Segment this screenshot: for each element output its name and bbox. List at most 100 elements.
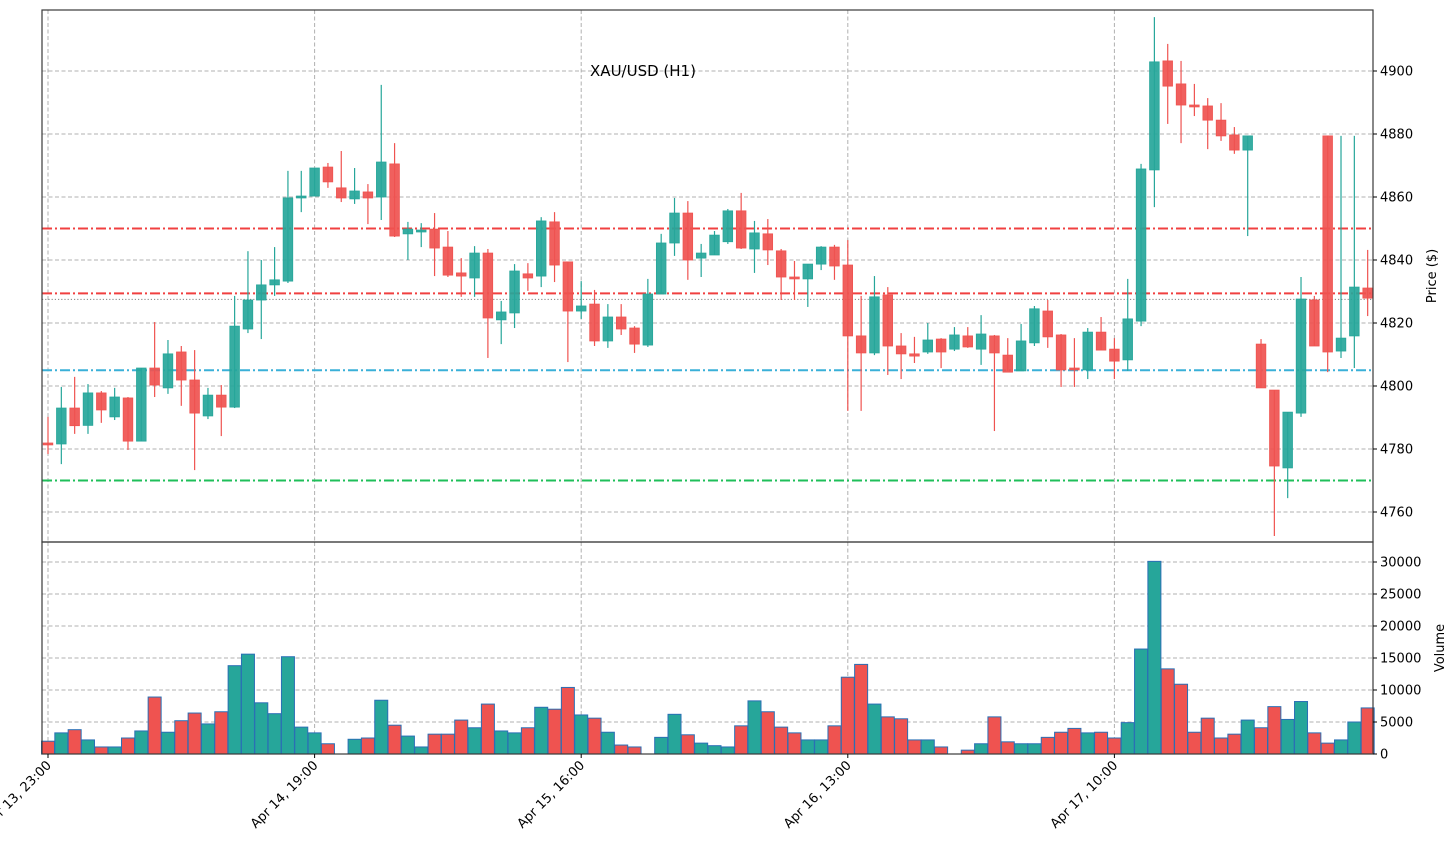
candle-body (402, 228, 414, 235)
time-tick-label: Apr 14, 19:00 (248, 758, 321, 831)
candle-body (149, 367, 160, 386)
price-tick-label: 4800 (1380, 380, 1413, 395)
candle-body (1002, 354, 1013, 373)
volume-tick-label: 5000 (1380, 716, 1413, 731)
candle-bearish (522, 263, 534, 291)
candle-body (309, 167, 320, 197)
candle-body (362, 191, 374, 199)
candle-body (1082, 331, 1093, 371)
candle-body (549, 221, 560, 266)
volume-bar (67, 729, 82, 755)
volume-bar (214, 711, 229, 755)
volume-bar (787, 732, 802, 755)
candle-bullish (709, 231, 720, 256)
candle-body (695, 252, 707, 259)
volume-bar (494, 730, 509, 755)
candle-body (922, 339, 933, 353)
candle-body (855, 335, 867, 354)
candle-bullish (536, 217, 547, 288)
candle-bullish (229, 295, 240, 409)
candle-body (1349, 286, 1360, 337)
candle-bearish (442, 231, 454, 278)
candle-bearish (1109, 338, 1120, 380)
candle-bearish (429, 213, 440, 277)
volume-bar (227, 665, 242, 755)
candle-bullish (109, 387, 120, 421)
volume-bar (1254, 727, 1269, 755)
volume-bar (547, 708, 562, 755)
volume-bar (1307, 732, 1322, 755)
volume-bar (840, 676, 855, 755)
volume-bar (534, 706, 549, 755)
volume-bar (680, 734, 695, 755)
time-axis-ticks: Apr 13, 23:00 Apr 14, 19:00 Apr 15, 16:00 A… (0, 754, 1121, 832)
volume-bar (80, 739, 95, 755)
volume-bar (160, 731, 175, 755)
volume-bar (1294, 701, 1309, 755)
candle-bearish (589, 289, 600, 346)
volume-bar (1027, 743, 1042, 755)
price-axis-label: Price ($) (1425, 249, 1440, 303)
volume-bar (774, 726, 789, 755)
volume-bar (414, 746, 429, 755)
candle-body (1015, 340, 1027, 372)
candle-bullish (1082, 328, 1093, 380)
volume-bar (574, 714, 589, 755)
candle-bearish (1309, 295, 1320, 347)
volume-bar (987, 716, 1002, 755)
candle-body (1202, 105, 1213, 121)
volume-bar (1240, 719, 1255, 755)
horizontal-levels (42, 227, 1373, 482)
candle-body (536, 220, 547, 277)
candle-bearish (762, 219, 774, 266)
volume-bar (1334, 739, 1349, 755)
candle-bullish (695, 243, 707, 278)
candle-bullish (949, 327, 960, 352)
volume-bar (41, 740, 55, 755)
candle-body (722, 210, 734, 243)
candle-body (269, 279, 280, 286)
candle-body (1295, 298, 1307, 414)
candle-bearish (216, 385, 227, 437)
candle-body (815, 246, 827, 265)
volume-bar (267, 713, 282, 755)
candle-body (1069, 367, 1080, 371)
candle-bullish (1149, 17, 1160, 208)
volume-bar (1200, 717, 1215, 755)
candle-body (1362, 287, 1373, 299)
candle-body (935, 338, 947, 353)
candle-bearish (482, 248, 494, 358)
volume-tick-label: 30000 (1380, 556, 1421, 571)
candle-body (789, 276, 800, 280)
candle-bullish (1295, 277, 1307, 417)
volume-bar (814, 739, 829, 755)
volume-bar (1160, 668, 1175, 755)
candle-body (229, 325, 240, 408)
volume-bar (1267, 706, 1282, 755)
volume-bar (1040, 736, 1055, 755)
candle-bearish (562, 261, 574, 363)
candle-body (136, 367, 147, 442)
volume-bar (427, 733, 442, 755)
candle-body (1122, 318, 1133, 361)
candle-body (509, 270, 520, 314)
candle-bullish (309, 167, 320, 197)
volume-bar (1320, 742, 1335, 755)
candle-bullish (749, 220, 760, 273)
candle-bullish (1015, 323, 1027, 372)
candle-bearish (1002, 338, 1013, 373)
candle-body (322, 166, 334, 183)
candle-bearish (775, 248, 787, 301)
candle-body (589, 303, 600, 342)
candle-bearish (1162, 43, 1173, 124)
volume-bar (907, 739, 922, 755)
time-tick-label: Apr 13, 23:00 (0, 758, 55, 831)
price-axis-ticks: 4760 4780 4800 4820 4840 4860 4880 4900 (1373, 65, 1413, 521)
volume-bar (1280, 718, 1295, 755)
volume-bar (1014, 743, 1029, 755)
candle-bullish (376, 84, 387, 220)
candle-body (1269, 389, 1280, 467)
volume-bar (747, 700, 762, 755)
